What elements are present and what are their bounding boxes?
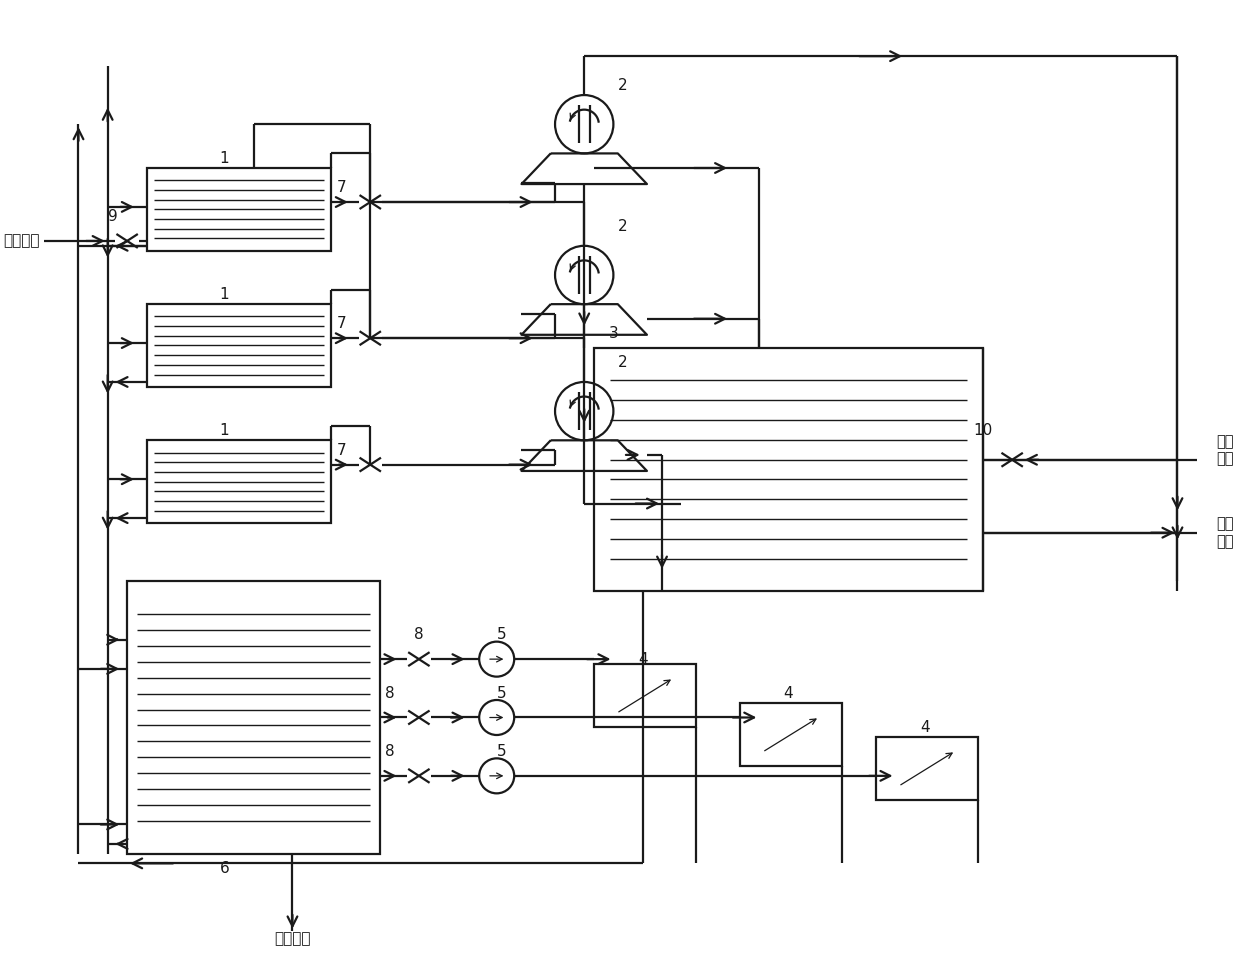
Text: 9: 9 <box>108 209 118 224</box>
Bar <box>146 304 331 387</box>
Text: 5: 5 <box>497 627 506 642</box>
Bar <box>740 703 842 767</box>
Text: 1: 1 <box>219 287 229 302</box>
Text: 7: 7 <box>336 442 346 458</box>
Text: 8: 8 <box>384 686 394 700</box>
Text: 5: 5 <box>497 744 506 759</box>
Bar <box>875 737 978 801</box>
Text: 4: 4 <box>637 652 647 666</box>
Text: 冷源
回水: 冷源 回水 <box>1216 516 1234 549</box>
Text: 3: 3 <box>609 326 619 341</box>
Text: 2: 2 <box>619 355 627 370</box>
Bar <box>594 348 983 591</box>
Text: 10: 10 <box>973 423 992 438</box>
Text: 6: 6 <box>219 861 229 876</box>
Text: 5: 5 <box>497 686 506 700</box>
Text: 7: 7 <box>336 180 346 195</box>
Text: 热源回水: 热源回水 <box>274 931 311 946</box>
Text: 冷源
供水: 冷源 供水 <box>1216 433 1234 467</box>
Bar <box>128 581 379 853</box>
Text: 热源供水: 热源供水 <box>2 234 40 248</box>
Text: 1: 1 <box>219 151 229 166</box>
Text: 2: 2 <box>619 78 627 93</box>
Text: 1: 1 <box>219 423 229 438</box>
Bar <box>594 664 696 728</box>
Text: 4: 4 <box>920 720 930 734</box>
Text: 8: 8 <box>414 627 424 642</box>
Bar <box>146 440 331 523</box>
Bar <box>146 168 331 250</box>
Text: 8: 8 <box>384 744 394 759</box>
Text: 4: 4 <box>784 686 794 700</box>
Text: 2: 2 <box>619 219 627 234</box>
Text: 7: 7 <box>336 317 346 331</box>
